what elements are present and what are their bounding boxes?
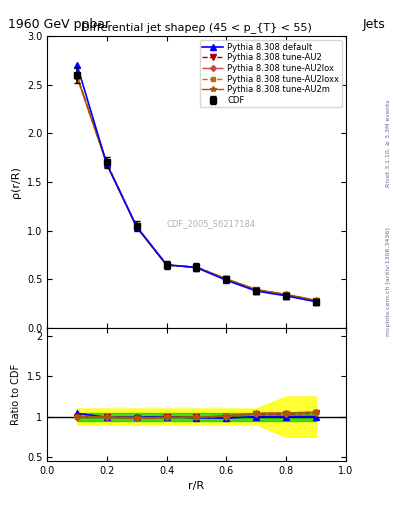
Line: Pythia 8.308 tune-AU2: Pythia 8.308 tune-AU2: [74, 73, 319, 304]
Pythia 8.308 tune-AU2lox: [314, 297, 318, 304]
Pythia 8.308 tune-AU2: [75, 73, 79, 79]
Pythia 8.308 tune-AU2lox: [134, 224, 139, 230]
Pythia 8.308 tune-AU2m: [254, 286, 259, 292]
Legend: Pythia 8.308 default, Pythia 8.308 tune-AU2, Pythia 8.308 tune-AU2lox, Pythia 8.: Pythia 8.308 default, Pythia 8.308 tune-…: [200, 40, 342, 108]
Line: Pythia 8.308 tune-AU2lox: Pythia 8.308 tune-AU2lox: [75, 74, 318, 303]
Pythia 8.308 default: [284, 293, 288, 299]
Line: Pythia 8.308 default: Pythia 8.308 default: [74, 62, 319, 305]
Pythia 8.308 tune-AU2loxx: [254, 286, 259, 292]
Pythia 8.308 tune-AU2m: [164, 262, 169, 268]
Pythia 8.308 tune-AU2m: [134, 225, 139, 231]
Pythia 8.308 tune-AU2loxx: [75, 74, 79, 80]
Pythia 8.308 tune-AU2lox: [194, 264, 199, 270]
Pythia 8.308 tune-AU2lox: [284, 292, 288, 298]
Pythia 8.308 tune-AU2m: [224, 276, 229, 282]
Pythia 8.308 tune-AU2: [105, 160, 109, 166]
Pythia 8.308 tune-AU2loxx: [224, 276, 229, 282]
Pythia 8.308 tune-AU2lox: [105, 160, 109, 166]
X-axis label: r/R: r/R: [188, 481, 205, 491]
Pythia 8.308 default: [314, 298, 318, 305]
Pythia 8.308 default: [254, 288, 259, 294]
Pythia 8.308 tune-AU2: [284, 292, 288, 298]
Pythia 8.308 tune-AU2m: [284, 291, 288, 297]
Pythia 8.308 tune-AU2m: [105, 161, 109, 167]
Y-axis label: Ratio to CDF: Ratio to CDF: [11, 364, 21, 425]
Title: Differential jet shapeρ (45 < p_{T} < 55): Differential jet shapeρ (45 < p_{T} < 55…: [81, 23, 312, 33]
Pythia 8.308 tune-AU2loxx: [105, 161, 109, 167]
Pythia 8.308 tune-AU2loxx: [194, 264, 199, 270]
Pythia 8.308 tune-AU2: [134, 224, 139, 230]
Pythia 8.308 tune-AU2loxx: [134, 225, 139, 231]
Text: 1960 GeV ppbar: 1960 GeV ppbar: [8, 18, 110, 31]
Pythia 8.308 tune-AU2loxx: [284, 291, 288, 297]
Pythia 8.308 tune-AU2lox: [254, 287, 259, 293]
Text: CDF_2005_S6217184: CDF_2005_S6217184: [167, 219, 256, 228]
Pythia 8.308 tune-AU2: [314, 297, 318, 304]
Pythia 8.308 tune-AU2lox: [224, 276, 229, 283]
Pythia 8.308 default: [105, 161, 109, 167]
Pythia 8.308 tune-AU2loxx: [314, 297, 318, 303]
Pythia 8.308 default: [224, 277, 229, 283]
Pythia 8.308 tune-AU2m: [75, 74, 79, 80]
Pythia 8.308 default: [134, 224, 139, 230]
Y-axis label: ρ(r/R): ρ(r/R): [11, 166, 21, 198]
Pythia 8.308 tune-AU2: [164, 262, 169, 268]
Pythia 8.308 tune-AU2: [254, 287, 259, 293]
Pythia 8.308 tune-AU2m: [194, 264, 199, 270]
Pythia 8.308 tune-AU2loxx: [164, 262, 169, 268]
Pythia 8.308 default: [194, 265, 199, 271]
Text: mcplots.cern.ch [arXiv:1306.3436]: mcplots.cern.ch [arXiv:1306.3436]: [386, 227, 391, 336]
Pythia 8.308 tune-AU2lox: [75, 73, 79, 79]
Line: Pythia 8.308 tune-AU2m: Pythia 8.308 tune-AU2m: [74, 74, 319, 303]
Pythia 8.308 tune-AU2lox: [164, 262, 169, 268]
Pythia 8.308 tune-AU2: [224, 276, 229, 283]
Line: Pythia 8.308 tune-AU2loxx: Pythia 8.308 tune-AU2loxx: [75, 75, 318, 302]
Pythia 8.308 default: [164, 262, 169, 268]
Text: Jets: Jets: [362, 18, 385, 31]
Pythia 8.308 tune-AU2m: [314, 297, 318, 303]
Pythia 8.308 tune-AU2: [194, 264, 199, 270]
Text: Rivet 3.1.10, ≥ 3.3M events: Rivet 3.1.10, ≥ 3.3M events: [386, 99, 391, 187]
Pythia 8.308 default: [75, 62, 79, 68]
